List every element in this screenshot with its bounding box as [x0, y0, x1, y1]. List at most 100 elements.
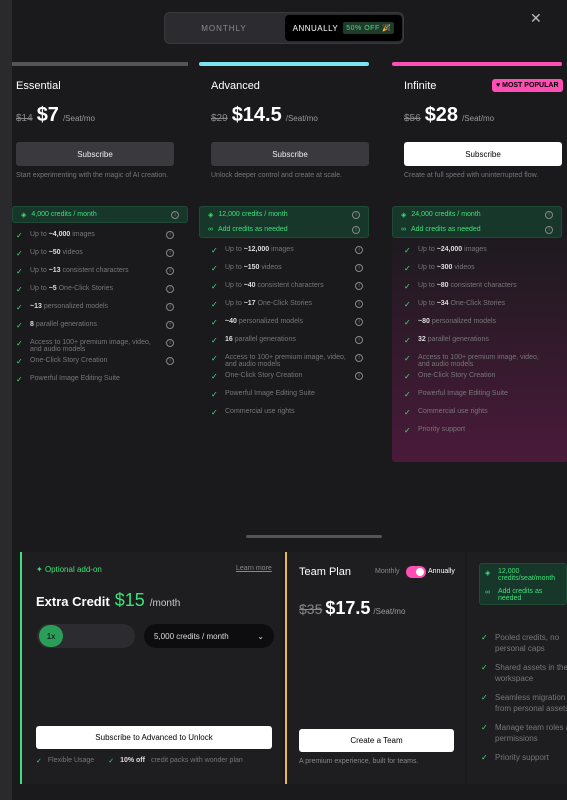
info-icon[interactable]: i — [166, 249, 174, 257]
feature-item: ✓ Commercial use rights — [211, 408, 363, 417]
info-icon[interactable]: i — [166, 285, 174, 293]
create-team-button[interactable]: Create a Team — [299, 729, 454, 752]
check-icon: ✓ — [211, 336, 218, 345]
feature-text: Commercial use rights — [418, 408, 488, 415]
info-icon[interactable]: i — [352, 225, 360, 234]
info-icon[interactable]: i — [355, 354, 363, 362]
team-billing-switch[interactable] — [406, 566, 426, 578]
slider-knob[interactable]: 1x — [39, 625, 63, 647]
annually-label: ANNUALLY — [292, 23, 339, 33]
feature-text: ~80 personalized models — [418, 318, 497, 325]
plan-card-advanced: Advanced $29 $14.5/Seat/mo Subscribe Unlock … — [199, 62, 375, 462]
check-icon: ✓ — [108, 758, 115, 765]
check-icon: ✓ — [211, 264, 218, 273]
feature-item: ✓ 16 parallel generations i — [211, 336, 363, 345]
team-credits-box: ◈ 12,000 credits/seat/month ∞ Add credit… — [479, 563, 567, 605]
feature-text: Up to ~5 One-Click Stories — [30, 285, 114, 292]
check-icon: ✓ — [211, 318, 218, 327]
info-icon[interactable]: i — [545, 210, 553, 219]
credit-select[interactable]: 5,000 credits / month ⌄ — [144, 624, 274, 648]
check-icon: ✓ — [481, 723, 488, 732]
credits-label: Add credits as needed — [411, 226, 481, 233]
feature-text: Up to ~12,000 images — [225, 246, 294, 253]
horizontal-scrollbar[interactable] — [246, 535, 382, 538]
feature-text: 32 parallel generations — [418, 336, 489, 343]
feature-item: ✓ Priority support — [404, 426, 556, 435]
check-icon: ✓ — [481, 753, 488, 762]
info-icon[interactable]: i — [166, 321, 174, 329]
info-icon[interactable]: i — [166, 231, 174, 239]
subscribe-button[interactable]: Subscribe — [16, 142, 174, 166]
info-icon[interactable]: i — [166, 303, 174, 311]
annually-option[interactable]: ANNUALLY 50% OFF 🎉 — [285, 15, 402, 41]
info-icon[interactable]: i — [355, 318, 363, 326]
addon-tag-label: Optional add-on — [44, 565, 102, 574]
close-icon[interactable]: ✕ — [530, 10, 542, 26]
check-icon: ✓ — [404, 318, 411, 327]
subscribe-button[interactable]: Subscribe — [404, 142, 562, 166]
feature-text: Up to ~17 One-Click Stories — [225, 300, 312, 307]
check-icon: ✓ — [404, 264, 411, 273]
plan-name: Advanced — [211, 80, 260, 92]
info-icon[interactable]: i — [355, 264, 363, 272]
feature-item: ✓ One-Click Story Creation i — [16, 357, 174, 366]
info-icon[interactable]: i — [166, 339, 174, 347]
team-feature-item: ✓ Seamless migration from personal assets — [481, 692, 567, 714]
team-price: $17.5 — [325, 598, 371, 618]
info-icon[interactable]: i — [355, 372, 363, 380]
feature-item: ✓ One-Click Story Creation i — [211, 372, 363, 381]
feature-item: ✓ Up to ~150 videos i — [211, 264, 363, 273]
info-icon[interactable]: i — [352, 210, 360, 219]
credits-row: ◈ 24,000 credits / month i — [393, 207, 561, 222]
feature-text: Priority support — [418, 426, 466, 433]
team-add: Add credits as needed — [498, 588, 543, 602]
credit-slider[interactable]: 1x — [37, 624, 135, 648]
info-icon[interactable]: i — [355, 336, 363, 344]
monthly-option[interactable]: MONTHLY — [201, 23, 247, 33]
backdrop-left — [0, 0, 12, 800]
old-price: $56 — [404, 113, 421, 124]
check-icon: ✓ — [16, 375, 23, 384]
learn-more-link[interactable]: Learn more — [236, 565, 272, 572]
info-icon[interactable]: i — [166, 357, 174, 365]
feature-item: ✓ Powerful Image Editing Suite — [16, 375, 174, 384]
feature-item: ✓ ~13 personalized models i — [16, 303, 174, 312]
plan-accent-bar — [199, 62, 369, 66]
billing-toggle: MONTHLY ANNUALLY 50% OFF 🎉 — [164, 12, 404, 44]
foot-discount: credit packs with wonder plan — [150, 757, 243, 764]
feature-item: ✓ Access to 100+ premium image, video, an… — [211, 354, 363, 368]
subscribe-button[interactable]: Subscribe — [211, 142, 369, 166]
team-feature-item: ✓ Priority support — [481, 752, 567, 763]
feature-item: ✓ One-Click Story Creation — [404, 372, 556, 381]
info-icon[interactable]: i — [355, 282, 363, 290]
feature-text: Powerful Image Editing Suite — [225, 390, 315, 397]
feature-text: Up to ~150 videos — [225, 264, 282, 271]
credits-box: ◈ 12,000 credits / month i ∞ Add credits as … — [199, 206, 369, 238]
info-icon[interactable]: i — [545, 225, 553, 234]
check-icon: ✓ — [404, 408, 411, 417]
team-feature-text: Seamless migration from personal assets — [495, 693, 567, 713]
check-icon: ✓ — [404, 372, 411, 381]
check-icon: ✓ — [404, 246, 411, 255]
info-icon[interactable]: i — [355, 246, 363, 254]
feature-item: ✓ Access to 100+ premium image, video, an… — [16, 339, 174, 353]
credits-label: 24,000 credits / month — [411, 211, 481, 218]
subscribe-advanced-button[interactable]: Subscribe to Advanced to Unlock — [36, 726, 272, 749]
team-monthly-label: Monthly — [375, 568, 400, 575]
feature-item: ✓ Up to ~40 consistent characters i — [211, 282, 363, 291]
info-icon[interactable]: i — [171, 210, 179, 219]
team-feature-text: Shared assets in the workspace — [495, 663, 567, 683]
info-icon[interactable]: i — [355, 300, 363, 308]
feature-item: ✓ Up to ~5 One-Click Stories i — [16, 285, 174, 294]
check-icon: ✓ — [404, 426, 411, 435]
team-feature-item: ✓ Pooled credits, no personal caps — [481, 632, 567, 654]
check-icon: ✓ — [16, 249, 23, 258]
extra-credit-card: ✦ Optional add-on Learn more Extra Credi… — [20, 552, 282, 784]
info-icon[interactable]: i — [166, 267, 174, 275]
discount-badge: 50% OFF 🎉 — [343, 22, 395, 34]
feature-item: ✓ Up to ~50 videos i — [16, 249, 174, 258]
feature-item: ✓ Up to ~24,000 images — [404, 246, 556, 255]
foot-flexible: Flexible Usage — [47, 757, 95, 764]
team-foot: A premium experience, built for teams. — [299, 758, 419, 765]
credits-row: ◈ 4,000 credits / month i — [13, 207, 187, 222]
